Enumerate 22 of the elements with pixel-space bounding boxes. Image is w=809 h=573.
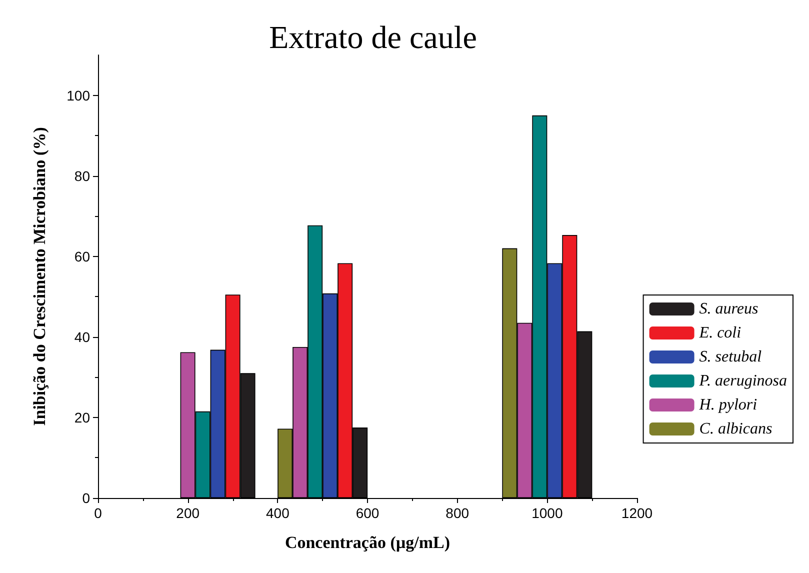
x-tick-label: 800 [446, 505, 470, 521]
y-tick-label: 0 [82, 490, 90, 506]
legend-label: S. aureus [699, 300, 758, 318]
chart-title: Extrato de caule [269, 19, 477, 55]
x-tick-label: 1200 [621, 505, 653, 521]
y-tick-label: 100 [66, 87, 90, 104]
legend-label: E. coli [698, 324, 742, 342]
x-tick-label: 0 [94, 505, 102, 521]
y-axis-title: Inibição do Crescimento Microbiano (%) [30, 127, 49, 426]
x-tick-label: 200 [176, 505, 200, 521]
y-tick-label: 80 [74, 168, 90, 184]
legend-label: C. albicans [699, 420, 772, 438]
y-tick-label: 20 [74, 409, 90, 426]
legend-label: P. aeruginosa [698, 372, 788, 390]
x-tick-label: 600 [356, 505, 380, 521]
legend-label: S. setubal [699, 348, 762, 366]
y-tick-label: 40 [74, 328, 90, 345]
x-axis-title: Concentração (µg/mL) [284, 533, 450, 552]
y-tick-label: 60 [74, 248, 90, 264]
legend-label: H. pylori [698, 396, 758, 414]
x-tick-label: 1000 [532, 505, 563, 521]
x-tick-label: 400 [266, 505, 290, 521]
